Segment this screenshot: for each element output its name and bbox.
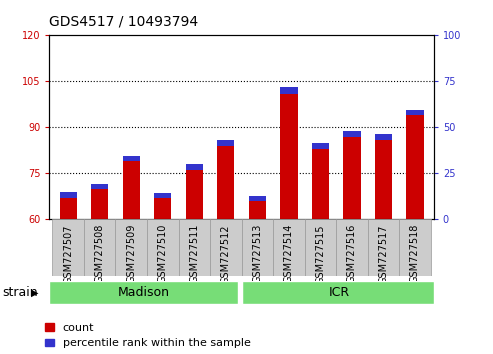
Legend: count, percentile rank within the sample: count, percentile rank within the sample	[45, 323, 250, 348]
Bar	[217, 140, 235, 146]
Bar	[280, 87, 297, 94]
Bar	[399, 219, 431, 276]
Text: GDS4517 / 10493794: GDS4517 / 10493794	[49, 14, 198, 28]
Bar	[178, 219, 210, 276]
Text: GSM727511: GSM727511	[189, 224, 199, 284]
Text: GSM727518: GSM727518	[410, 224, 420, 284]
Bar	[186, 164, 203, 170]
Bar	[368, 219, 399, 276]
Text: GSM727513: GSM727513	[252, 224, 262, 284]
Text: GSM727514: GSM727514	[284, 224, 294, 284]
Text: GSM727517: GSM727517	[379, 224, 388, 284]
Text: Madison: Madison	[118, 286, 170, 299]
Bar	[406, 115, 423, 219]
Bar	[115, 219, 147, 276]
Bar	[375, 134, 392, 140]
Bar	[91, 184, 108, 189]
Text: ICR: ICR	[329, 286, 350, 299]
Bar	[60, 198, 77, 219]
Text: GSM727510: GSM727510	[158, 224, 168, 284]
Bar	[186, 170, 203, 219]
Bar	[343, 137, 360, 219]
Bar	[375, 140, 392, 219]
Bar	[49, 281, 239, 304]
Bar	[336, 219, 368, 276]
Text: ▶: ▶	[31, 288, 38, 298]
Bar	[280, 94, 297, 219]
Bar	[154, 193, 172, 198]
Bar	[217, 146, 235, 219]
Bar	[60, 193, 77, 198]
Bar	[242, 281, 434, 304]
Text: GSM727512: GSM727512	[221, 224, 231, 284]
Bar	[248, 195, 266, 201]
Bar	[123, 161, 140, 219]
Text: GSM727516: GSM727516	[347, 224, 357, 284]
Text: GSM727508: GSM727508	[95, 224, 105, 284]
Bar	[210, 219, 242, 276]
Bar	[312, 149, 329, 219]
Bar	[343, 131, 360, 137]
Bar	[91, 189, 108, 219]
Bar	[123, 156, 140, 161]
Text: strain: strain	[2, 286, 38, 299]
Bar	[147, 219, 178, 276]
Text: GSM727509: GSM727509	[126, 224, 136, 284]
Bar	[84, 219, 115, 276]
Bar	[305, 219, 336, 276]
Bar	[248, 201, 266, 219]
Bar	[406, 110, 423, 115]
Text: GSM727507: GSM727507	[63, 224, 73, 284]
Bar	[52, 219, 84, 276]
Bar	[273, 219, 305, 276]
Bar	[242, 219, 273, 276]
Bar	[312, 143, 329, 149]
Text: GSM727515: GSM727515	[316, 224, 325, 284]
Bar	[154, 198, 172, 219]
